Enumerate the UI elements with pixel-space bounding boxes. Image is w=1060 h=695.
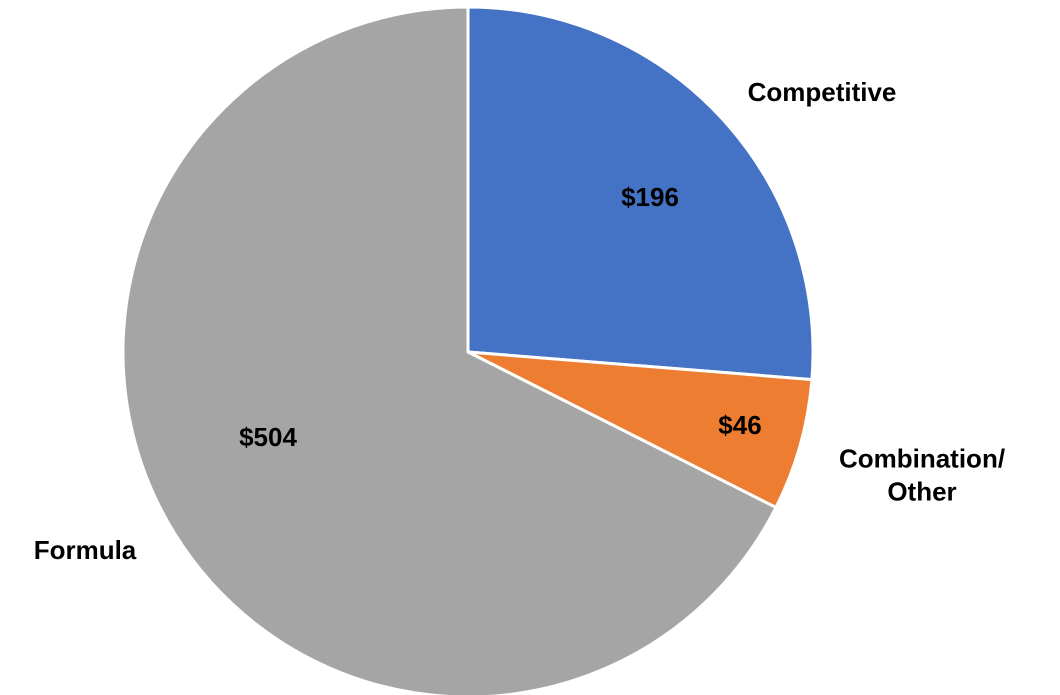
data-label: $46 (718, 409, 762, 440)
category-label: Formula (33, 534, 137, 565)
pie-slice (121, 5, 778, 695)
data-label: $504 (239, 421, 297, 452)
category-label: Combination/ Other (838, 443, 1006, 507)
pie-slice (466, 350, 814, 509)
data-label: $196 (621, 181, 679, 212)
category-label: Competitive (747, 76, 897, 107)
pie-slice (466, 5, 815, 382)
